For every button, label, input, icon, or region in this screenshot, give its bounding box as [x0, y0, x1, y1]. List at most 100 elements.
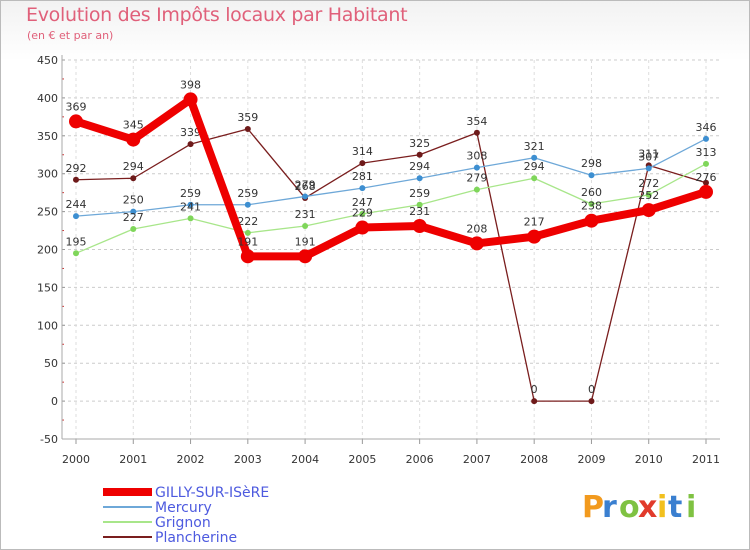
data-point — [588, 201, 595, 208]
data-point — [244, 229, 251, 236]
data-label: 231 — [409, 205, 430, 218]
logo-letter: P — [582, 490, 604, 525]
x-tick-label: 2002 — [177, 453, 205, 466]
y-tick-label: 250 — [37, 206, 58, 219]
data-point — [244, 125, 251, 132]
data-point — [187, 215, 194, 222]
series-layer: 292 294 339 359 268 314 325 354 0 0 311 244 250 259 25… — [66, 78, 717, 405]
data-label: 307 — [638, 150, 659, 163]
data-point — [69, 114, 83, 129]
data-point — [531, 154, 538, 161]
data-label: 311 — [638, 147, 659, 160]
data-label: 217 — [524, 216, 545, 229]
data-point — [584, 213, 599, 228]
x-tick-label: 2001 — [119, 453, 147, 466]
data-label: 260 — [581, 186, 602, 199]
y-tick-label: 350 — [37, 130, 58, 143]
data-label: 279 — [466, 172, 487, 185]
data-label: 0 — [588, 383, 595, 396]
data-label: 321 — [524, 140, 545, 153]
legend-label: Grignon — [155, 515, 211, 531]
data-point — [187, 201, 194, 208]
x-tick-label: 2008 — [520, 453, 548, 466]
data-label: 359 — [237, 111, 258, 124]
proxiti-logo: Pr ox i t i — [582, 490, 696, 525]
logo-letter: i — [686, 490, 696, 525]
data-label: 250 — [123, 194, 144, 207]
logo-letter: r — [602, 490, 617, 525]
data-point — [588, 172, 595, 179]
data-label: 314 — [352, 145, 373, 158]
y-tick-label: 300 — [37, 168, 58, 181]
data-point — [130, 226, 137, 233]
y-tick-label: 150 — [37, 281, 58, 294]
logo-letter: o — [619, 490, 640, 525]
data-point — [130, 208, 137, 215]
data-point — [244, 201, 251, 208]
data-point — [703, 179, 709, 186]
data-point — [641, 203, 656, 218]
data-point — [73, 213, 79, 220]
series-line — [75, 128, 707, 402]
logo-letter: x — [638, 490, 657, 525]
data-point — [416, 175, 423, 182]
logo-letter: i — [657, 490, 667, 525]
x-tick-label: 2007 — [463, 453, 491, 466]
data-point — [187, 141, 194, 148]
legend-label: Plancherine — [155, 530, 237, 546]
x-tick-label: 2010 — [635, 453, 663, 466]
data-label: 244 — [66, 198, 87, 211]
data-label: 294 — [123, 160, 144, 173]
y-tick-label: -50 — [40, 433, 58, 446]
series-mercury: 244 250 259 259 279 281 294 308 321 298 307 346 — [66, 121, 717, 220]
data-point — [531, 175, 538, 182]
data-point — [473, 186, 480, 193]
data-label: 0 — [531, 383, 538, 396]
data-point — [703, 160, 709, 167]
data-point — [645, 191, 652, 198]
data-label: 369 — [66, 100, 87, 113]
data-point — [416, 201, 423, 208]
data-label: 298 — [581, 157, 602, 170]
data-point — [359, 185, 366, 192]
series-line — [75, 138, 707, 217]
data-point — [473, 129, 480, 136]
data-label: 259 — [180, 187, 201, 200]
data-label: 292 — [66, 162, 87, 175]
data-point — [302, 193, 309, 200]
legend-label: Mercury — [155, 500, 212, 516]
data-point — [412, 219, 427, 234]
axes: 450 400 350 300 250 200 150 100 50 0 -50 2000 2001 20… — [37, 54, 720, 466]
data-label: 268 — [295, 180, 316, 193]
x-tick-label: 2006 — [406, 453, 434, 466]
data-point — [473, 164, 480, 171]
data-point — [126, 132, 141, 147]
data-label: 325 — [409, 137, 430, 150]
y-tick-label: 200 — [37, 244, 58, 257]
x-tick-label: 2005 — [348, 453, 376, 466]
data-point — [645, 165, 652, 172]
data-point — [302, 223, 309, 230]
x-tick-label: 2004 — [291, 453, 319, 466]
chart-title: Evolution des Impôts locaux par Habitant — [26, 4, 408, 26]
series-line — [75, 163, 707, 254]
data-point — [298, 249, 313, 264]
data-point — [703, 135, 709, 142]
y-tick-label: 100 — [37, 319, 58, 332]
chart-subtitle: (en € et par an) — [27, 29, 114, 42]
data-label: 231 — [295, 208, 316, 221]
x-tick-label: 2000 — [62, 453, 90, 466]
data-label: 208 — [466, 222, 487, 235]
data-label: 294 — [524, 160, 545, 173]
data-label: 195 — [66, 235, 87, 248]
series-plancherine: 292 294 339 359 268 314 325 354 0 0 311 — [66, 111, 709, 405]
y-tick-label: 50 — [44, 357, 58, 370]
data-label: 238 — [581, 200, 602, 213]
data-point — [240, 249, 255, 264]
legend-label: GILLY-SUR-ISèRE — [155, 485, 269, 501]
y-tick-label: 450 — [37, 54, 58, 67]
data-point — [527, 229, 542, 244]
data-label: 313 — [696, 146, 717, 159]
